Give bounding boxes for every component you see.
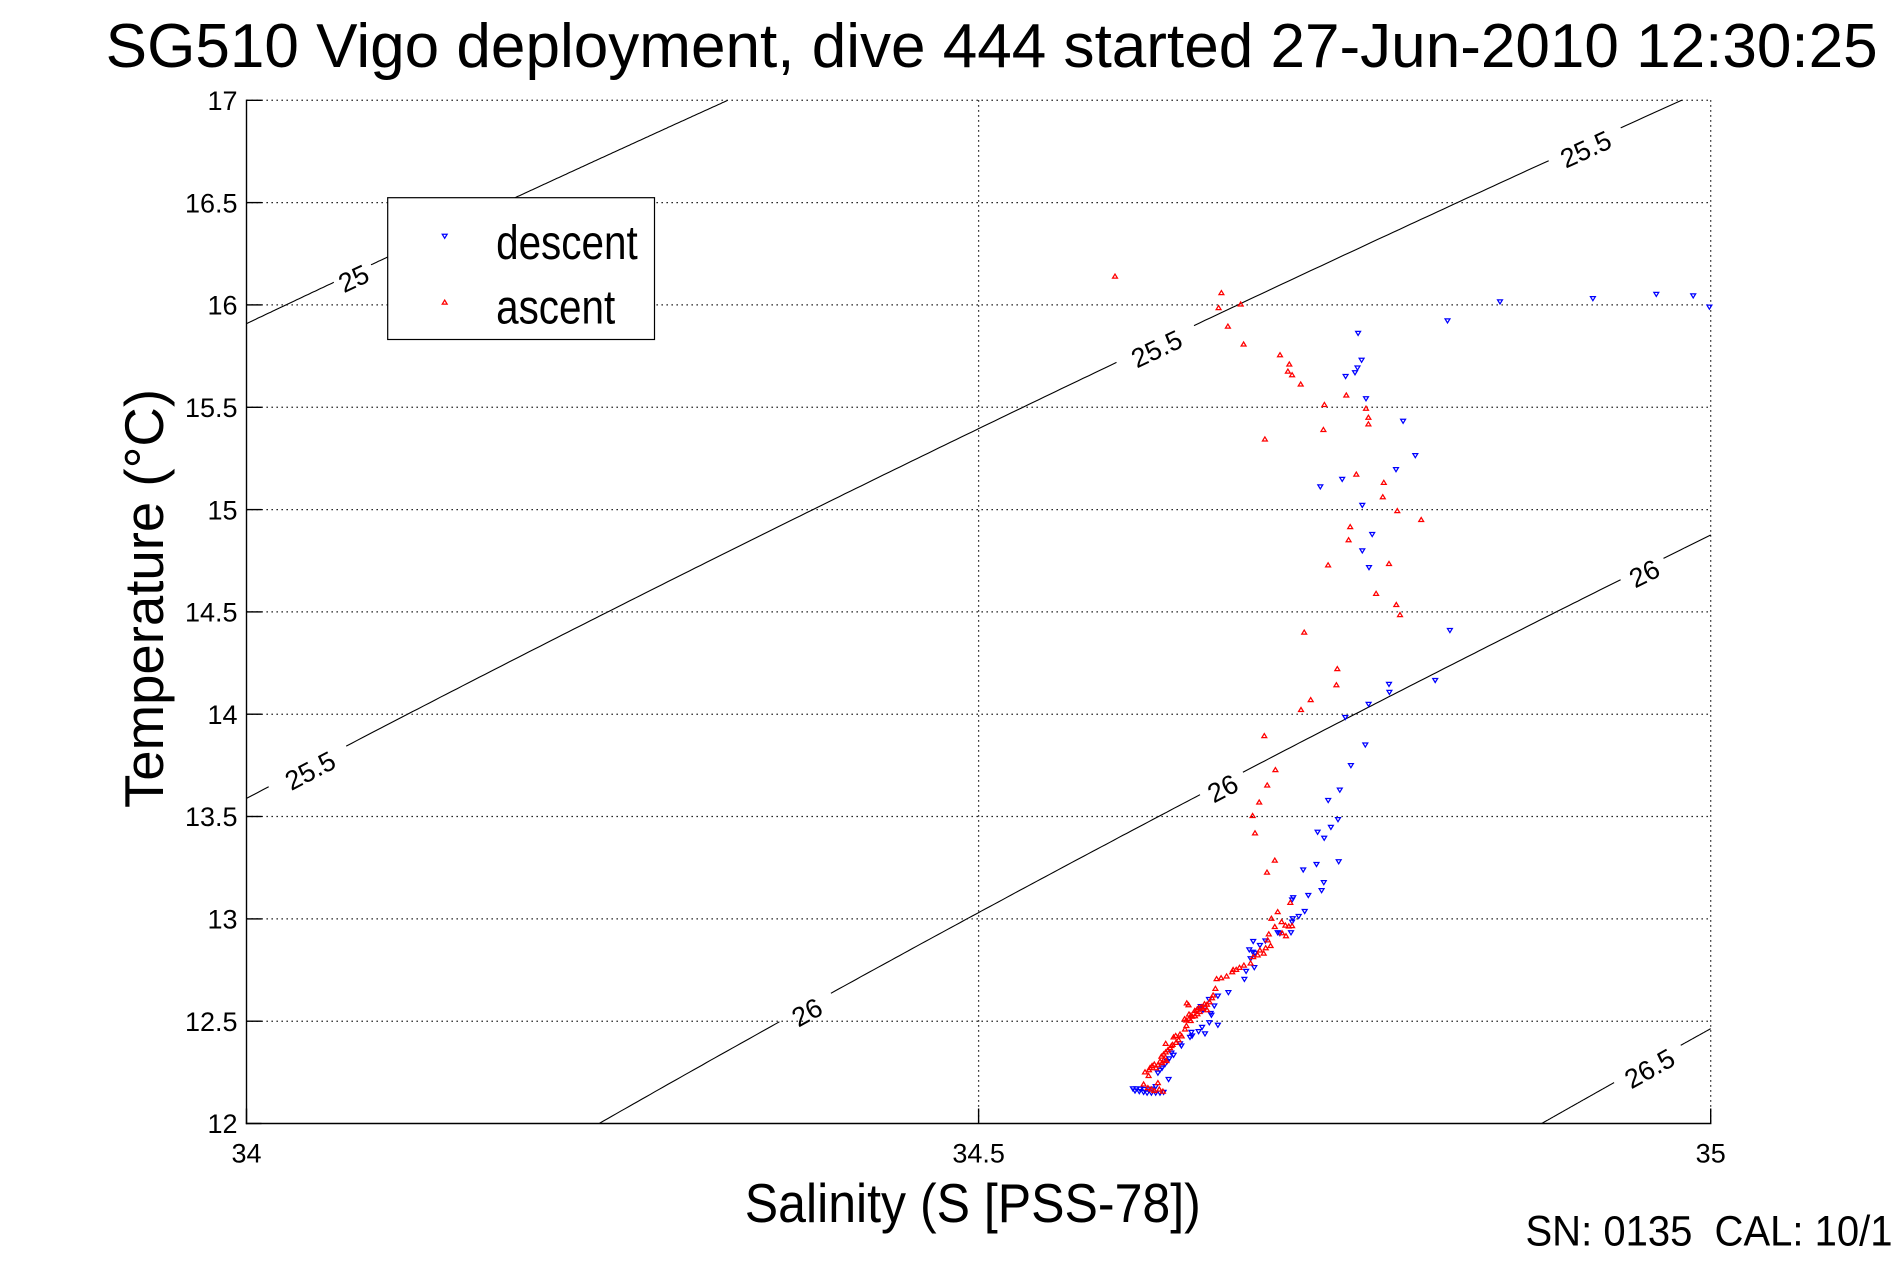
svg-text:descent: descent bbox=[496, 217, 638, 270]
svg-text:14: 14 bbox=[207, 700, 237, 730]
svg-text:Temperature (°C): Temperature (°C) bbox=[113, 389, 175, 808]
svg-text:SG510 Vigo deployment, dive 44: SG510 Vigo deployment, dive 444 started … bbox=[106, 12, 1878, 81]
svg-text:12.5: 12.5 bbox=[185, 1007, 238, 1037]
svg-text:SN: 0135 CAL: 10/1: SN: 0135 CAL: 10/1 bbox=[1526, 1207, 1891, 1255]
svg-text:35: 35 bbox=[1696, 1139, 1726, 1169]
svg-text:14.5: 14.5 bbox=[185, 598, 238, 628]
svg-text:16: 16 bbox=[207, 291, 237, 321]
svg-text:34.5: 34.5 bbox=[952, 1139, 1005, 1169]
svg-text:17: 17 bbox=[207, 86, 237, 116]
svg-text:34: 34 bbox=[231, 1139, 261, 1169]
svg-text:12: 12 bbox=[207, 1109, 237, 1139]
svg-text:ascent: ascent bbox=[496, 281, 615, 334]
svg-text:15.5: 15.5 bbox=[185, 393, 238, 423]
svg-text:13: 13 bbox=[207, 905, 237, 935]
svg-text:Salinity (S [PSS-78]): Salinity (S [PSS-78]) bbox=[745, 1172, 1201, 1234]
svg-text:16.5: 16.5 bbox=[185, 188, 238, 218]
svg-text:15: 15 bbox=[207, 495, 237, 525]
svg-text:13.5: 13.5 bbox=[185, 802, 238, 832]
